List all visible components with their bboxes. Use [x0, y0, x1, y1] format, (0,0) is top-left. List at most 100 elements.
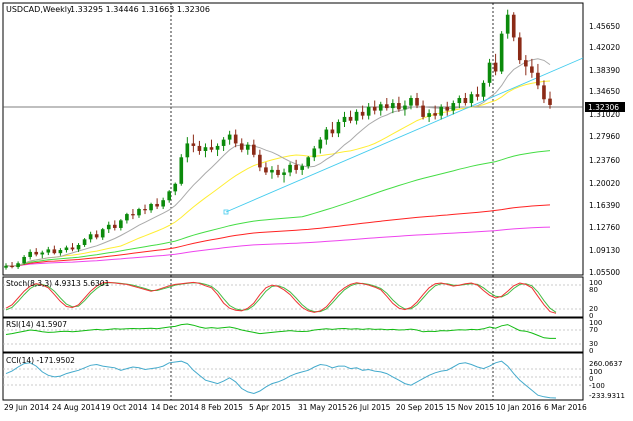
candle-body: [221, 139, 226, 146]
candle-body: [64, 247, 69, 251]
candle-body: [149, 203, 153, 211]
candle-body: [137, 209, 141, 216]
price-tick-label: 1.23760: [589, 156, 620, 165]
candle-body: [517, 37, 522, 61]
stoch-signal-line: [5, 282, 557, 313]
trendline[interactable]: [225, 57, 584, 213]
candle-body: [542, 85, 546, 100]
time-tick-label: 5 Apr 2015: [249, 403, 291, 412]
rsi-pane[interactable]: [2, 317, 584, 353]
time-tick-label: 29 Jun 2014: [4, 403, 49, 412]
candle-body: [475, 94, 480, 97]
candlesticks: [4, 9, 552, 270]
candle-body: [312, 148, 317, 158]
rsi-tick-label: 70: [589, 326, 598, 334]
stoch-pane[interactable]: [2, 276, 584, 318]
chart-ohlc: 1.33295 1.34446 1.31663 1.32306: [70, 5, 210, 14]
cci-tick-label: 100: [589, 368, 602, 376]
time-tick-label: 14 Dec 2014: [151, 403, 199, 412]
rsi-tick-label: 100: [589, 319, 602, 327]
price-pane[interactable]: [2, 2, 584, 276]
price-tick-label: 1.45650: [589, 22, 620, 31]
candle-body: [427, 113, 431, 117]
candle-body: [191, 143, 196, 146]
candle-body: [258, 154, 262, 168]
stoch-label: Stoch(8,3,3) 4.9313 5.6301: [6, 279, 110, 288]
rsi-line: [5, 323, 556, 339]
time-tick-label: 6 Mar 2016: [544, 403, 587, 412]
candle-body: [433, 113, 437, 116]
candle-body: [463, 97, 468, 104]
candle-body: [161, 200, 165, 207]
cci-line: [5, 360, 557, 399]
candle-body: [58, 250, 63, 254]
rsi-line: [5, 323, 556, 339]
candle-body: [439, 106, 444, 116]
candle-body: [112, 224, 117, 228]
cci-pane[interactable]: [2, 352, 584, 401]
candle-body: [384, 104, 389, 109]
candle-body: [239, 143, 244, 150]
candle-body: [52, 249, 57, 254]
time-tick-label: 31 May 2015: [298, 403, 347, 412]
candle-body: [469, 94, 474, 104]
candle-body: [155, 203, 159, 207]
candle-body: [348, 116, 353, 121]
candle-body: [173, 183, 178, 192]
candle-body: [40, 252, 45, 255]
time-tick-label: 10 Jan 2016: [496, 403, 541, 412]
candle-body: [100, 229, 105, 238]
candle-body: [372, 106, 377, 111]
time-tick-label: 20 Sep 2015: [396, 403, 444, 412]
stoch-tick-label: 20: [589, 305, 598, 313]
ma50-line: [5, 150, 551, 267]
candle-body: [409, 97, 413, 106]
cci-tick-label: -233.9311: [589, 392, 625, 400]
stoch-tick-label: 80: [589, 286, 598, 294]
cci-label: CCI(14) -171.9502: [6, 356, 75, 365]
candle-body: [548, 98, 552, 105]
candle-body: [342, 116, 347, 122]
candle-body: [131, 214, 135, 216]
stoch-tick-label: 0: [589, 312, 593, 320]
candle-body: [397, 103, 401, 110]
price-tick-label: 1.31020: [589, 110, 620, 119]
candle-body: [354, 111, 359, 121]
candle-body: [46, 249, 51, 253]
time-tick-label: 19 Oct 2014: [101, 403, 148, 412]
candle-body: [536, 72, 540, 86]
candle-body: [306, 157, 311, 167]
candle-body: [4, 265, 8, 268]
candle-body: [530, 66, 534, 73]
price-tick-label: 1.05500: [589, 268, 620, 277]
candle-body: [493, 62, 498, 72]
candle-body: [34, 251, 39, 255]
candle-body: [330, 129, 335, 134]
time-axis: 29 Jun 2014 24 Aug 2014 19 Oct 2014 14 D…: [4, 403, 587, 412]
candle-body: [294, 164, 298, 170]
candle-body: [215, 145, 220, 150]
rsi-tick-label: 30: [589, 340, 598, 348]
cci-line: [5, 360, 557, 399]
ma100-line: [5, 204, 551, 267]
candle-body: [167, 191, 172, 201]
price-tick-label: 1.16390: [589, 201, 620, 210]
candle-body: [70, 247, 75, 250]
candle-body: [82, 239, 87, 245]
candle-body: [415, 97, 419, 106]
candle-body: [28, 251, 32, 257]
candle-body: [336, 121, 341, 134]
candle-body: [16, 263, 20, 268]
candle-body: [125, 214, 129, 221]
time-tick-label: 26 Jul 2015: [348, 403, 391, 412]
ma20-line: [5, 80, 551, 267]
candle-body: [366, 106, 371, 116]
candle-body: [197, 145, 202, 151]
trendline-anchor[interactable]: [223, 209, 229, 215]
candle-body: [391, 103, 395, 109]
price-tick-label: 1.20020: [589, 179, 620, 188]
candle-body: [360, 111, 365, 116]
candle-body: [276, 169, 280, 175]
